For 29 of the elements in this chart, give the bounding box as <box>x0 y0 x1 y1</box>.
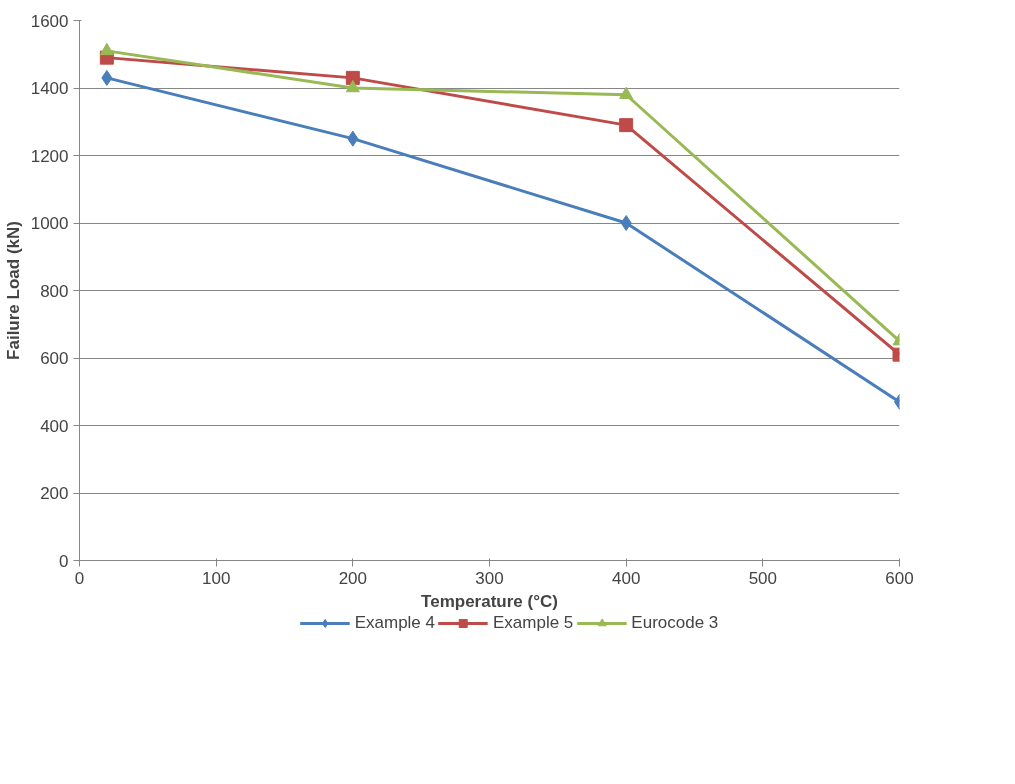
x-tick-label: 100 <box>201 568 231 588</box>
y-axis-title: Failure Load (kN) <box>3 221 23 360</box>
legend-label: Eurocode 3 <box>631 613 719 633</box>
point <box>619 118 634 133</box>
x-tick-label: 500 <box>748 568 778 588</box>
x-axis-title: Temperature (°C) <box>421 591 558 611</box>
legend-label: Example 4 <box>354 613 436 633</box>
point <box>619 86 634 99</box>
point <box>101 69 113 86</box>
y-tick-label: 1000 <box>30 214 69 233</box>
x-tick-label: 600 <box>885 568 914 588</box>
x-tick-label: 200 <box>338 568 368 588</box>
y-tick-label: 200 <box>40 484 69 503</box>
y-tick-label: 1600 <box>30 11 69 31</box>
x-tick-label: 400 <box>611 568 641 588</box>
y-tick-label: 600 <box>40 349 69 368</box>
point <box>345 79 360 93</box>
y-tick-label: 800 <box>40 281 69 301</box>
point <box>347 130 359 147</box>
y-tick-label: 1200 <box>30 146 69 166</box>
x-tick-label: 300 <box>475 568 504 588</box>
y-tick-label: 400 <box>40 416 69 436</box>
point <box>99 42 114 56</box>
point <box>620 215 632 231</box>
legend-label: Example 5 <box>493 613 574 633</box>
x-tick-label: 0 <box>74 568 85 588</box>
y-tick-label: 0 <box>59 551 69 571</box>
point <box>345 70 360 85</box>
y-tick-label: 1400 <box>30 79 69 98</box>
